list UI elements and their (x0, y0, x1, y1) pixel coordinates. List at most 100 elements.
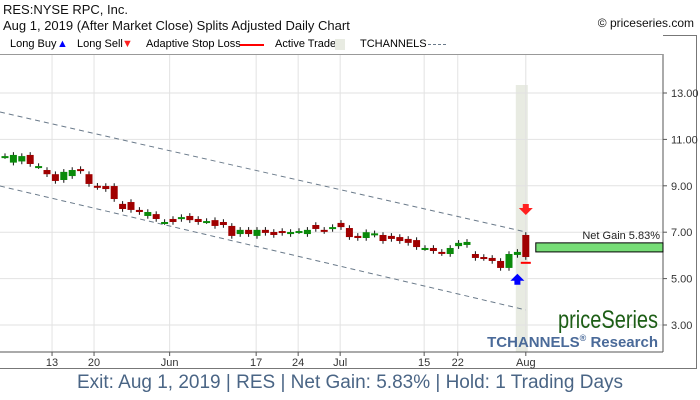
candle-body (161, 221, 169, 224)
chart-subtitle: Aug 1, 2019 (After Market Close) Splits … (3, 18, 350, 33)
x-tick-label: 20 (88, 357, 100, 369)
tchannels-research-logo: TCHANNELS® Research (487, 333, 658, 351)
trade-summary: Exit: Aug 1, 2019 | RES | Net Gain: 5.83… (76, 372, 624, 393)
candle-body (513, 251, 521, 255)
candle-body (194, 218, 202, 222)
candle-body (261, 229, 269, 233)
candle-body (9, 154, 17, 163)
candle-body (488, 257, 496, 261)
net-gain-label: Net Gain 5.83% (582, 230, 660, 242)
candle-body (152, 214, 160, 219)
candle-body (438, 251, 446, 254)
candle-body (446, 247, 454, 255)
x-tick-label: Jun (161, 357, 179, 369)
x-tick-label: Jul (333, 357, 347, 369)
candle-body (236, 229, 244, 235)
candle-body (379, 234, 387, 242)
y-tick-label: 3.00 (671, 320, 692, 332)
candle-body (278, 231, 286, 234)
x-tick-label: 17 (250, 357, 262, 369)
candle-body (110, 186, 118, 200)
candle-body (228, 225, 236, 236)
legend-tchannels: TCHANNELS (360, 38, 427, 50)
y-tick-label: 7.00 (671, 227, 692, 239)
candle-body (329, 227, 337, 230)
legend-long-buy: Long Buy (10, 38, 57, 50)
candle-body (387, 235, 395, 239)
tchannels-dash-icon (428, 44, 446, 45)
legend-long-sell: Long Sell (77, 38, 123, 50)
candle-body (144, 212, 152, 216)
candle-body (85, 174, 93, 184)
candle-body (93, 185, 101, 188)
candle-body (35, 166, 43, 169)
x-tick-label: 22 (452, 357, 464, 369)
long-buy-arrow-icon: ▲ (57, 38, 68, 50)
registered-mark: ® (579, 333, 587, 343)
legend-active-trade: Active Trade (275, 38, 337, 50)
net-gain-bar (535, 242, 664, 253)
candle-body (77, 169, 85, 172)
channel-lower-line (0, 185, 526, 311)
candle-body (211, 220, 219, 226)
channel-upper-line (0, 111, 526, 233)
x-tick-label: 13 (46, 357, 58, 369)
candle-body (18, 156, 26, 162)
candle-body (270, 231, 278, 235)
candle-body (253, 229, 261, 236)
candle-body (68, 170, 76, 177)
candle-body (413, 240, 421, 248)
candle-body (312, 225, 320, 229)
brand-name: TCHANNELS (487, 334, 580, 351)
candle-body (396, 237, 404, 242)
candle-body (480, 257, 488, 260)
candle-body (169, 218, 177, 222)
candle-body (362, 232, 370, 238)
brand-suffix: Research (586, 334, 658, 351)
y-tick-label: 9.00 (671, 181, 692, 193)
candle-body (463, 241, 471, 245)
candle-body (51, 174, 59, 181)
x-tick-label: 24 (292, 357, 304, 369)
candle-body (421, 247, 429, 250)
candle-body (371, 233, 379, 236)
candle-body (186, 215, 194, 221)
candle-body (177, 217, 185, 220)
candle-body (60, 171, 68, 180)
active-trade-band (515, 85, 528, 352)
candle-body (505, 254, 513, 268)
long-buy-arrow-icon (510, 273, 525, 285)
y-tick-label: 13.00 (671, 88, 699, 100)
chart-title: RES:NYSE RPC, Inc. (3, 2, 128, 17)
y-tick-label: 11.00 (671, 134, 698, 146)
candle-body (320, 229, 328, 232)
candle-body (1, 156, 9, 159)
candle-body (43, 170, 51, 175)
candle-body (135, 209, 143, 213)
legend-stop-loss: Adaptive Stop Loss (146, 38, 241, 50)
legend: Long Buy ▲ Long Sell ▼ Adaptive Stop Los… (0, 35, 663, 55)
candle-body (471, 254, 479, 258)
candle-body (429, 247, 437, 251)
candle-body (119, 203, 127, 209)
priceseries-logo: priceSeries (557, 306, 658, 334)
candle-body (337, 222, 345, 228)
candle-body (303, 229, 311, 235)
y-tick-label: 5.00 (671, 274, 692, 286)
candle-body (127, 202, 135, 210)
candle-body (345, 228, 353, 238)
long-sell-arrow-icon (518, 204, 533, 215)
copyright: © priceseries.com (597, 16, 694, 30)
active-trade-swatch-icon (335, 39, 345, 50)
long-sell-arrow-icon: ▼ (122, 38, 133, 50)
candle-body (497, 260, 505, 268)
candle-body (522, 234, 530, 258)
x-tick-label: Aug (516, 357, 536, 369)
candle-body (245, 229, 253, 235)
x-tick-label: 15 (418, 357, 430, 369)
candle-body (404, 238, 412, 243)
candle-body (354, 235, 362, 238)
candle-body (295, 231, 303, 234)
